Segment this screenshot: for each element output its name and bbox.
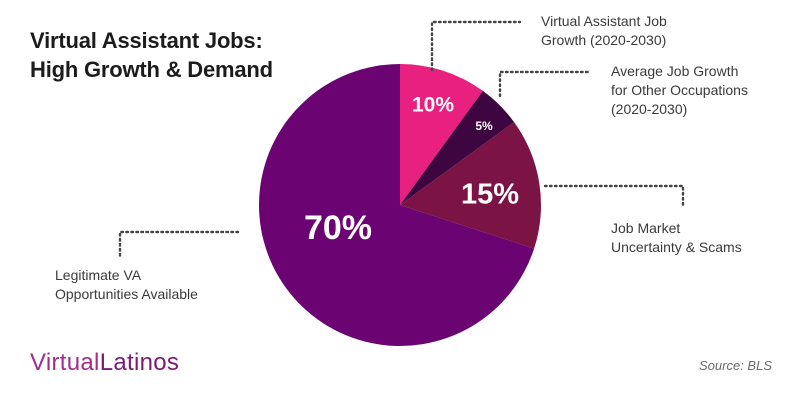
chart-title: Virtual Assistant Jobs: High Growth & De… <box>30 26 273 84</box>
slice-percent-label-4: 70% <box>304 209 372 247</box>
slice-annotation-line: Opportunities Available <box>55 286 198 302</box>
slice-annotation-line: Job Market <box>611 220 680 236</box>
slice-percent-label-3: 15% <box>461 179 519 211</box>
virtuallatinos-logo: VirtualLatinos <box>30 349 179 377</box>
leader-line-3 <box>543 184 685 210</box>
slice-annotation-4: Legitimate VA Opportunities Available <box>55 267 198 302</box>
slice-annotation-line: Virtual Assistant Job <box>541 13 667 29</box>
pie-slice-3 <box>400 122 541 249</box>
logo-text-latinos: Latinos <box>99 349 180 376</box>
slice-annotation-line: (2020-2030) <box>611 101 687 117</box>
chart-title-line-1: Virtual Assistant Jobs: <box>30 28 263 53</box>
pie-slice-1 <box>400 64 483 205</box>
slice-annotation-line: Average Job Growth <box>611 63 738 79</box>
chart-title-line-2: High Growth & Demand <box>30 57 273 82</box>
pie-slice-2 <box>400 90 515 205</box>
slice-annotation-line: Legitimate VA <box>55 267 142 283</box>
leader-line-4 <box>118 230 240 259</box>
slice-annotation-line: for Other Occupations <box>611 82 748 98</box>
slice-percent-label-1: 10% <box>412 94 454 117</box>
pie-slice-4 <box>258 64 535 347</box>
leader-line-1 <box>430 20 522 72</box>
slice-annotation-2: Average Job Growth for Other Occupations (… <box>611 63 748 117</box>
leader-line-2 <box>498 70 592 98</box>
slice-percent-label-2: 5% <box>475 119 493 133</box>
logo-text-virtual: Virtual <box>30 349 100 376</box>
slice-annotation-line: Growth (2020-2030) <box>541 32 666 48</box>
slice-annotation-1: Virtual Assistant Job Growth (2020-2030) <box>541 13 667 48</box>
source-note: Source: BLS <box>699 358 772 373</box>
slice-annotation-line: Uncertainty & Scams <box>611 239 742 255</box>
slice-annotation-3: Job Market Uncertainty & Scams <box>611 220 742 255</box>
